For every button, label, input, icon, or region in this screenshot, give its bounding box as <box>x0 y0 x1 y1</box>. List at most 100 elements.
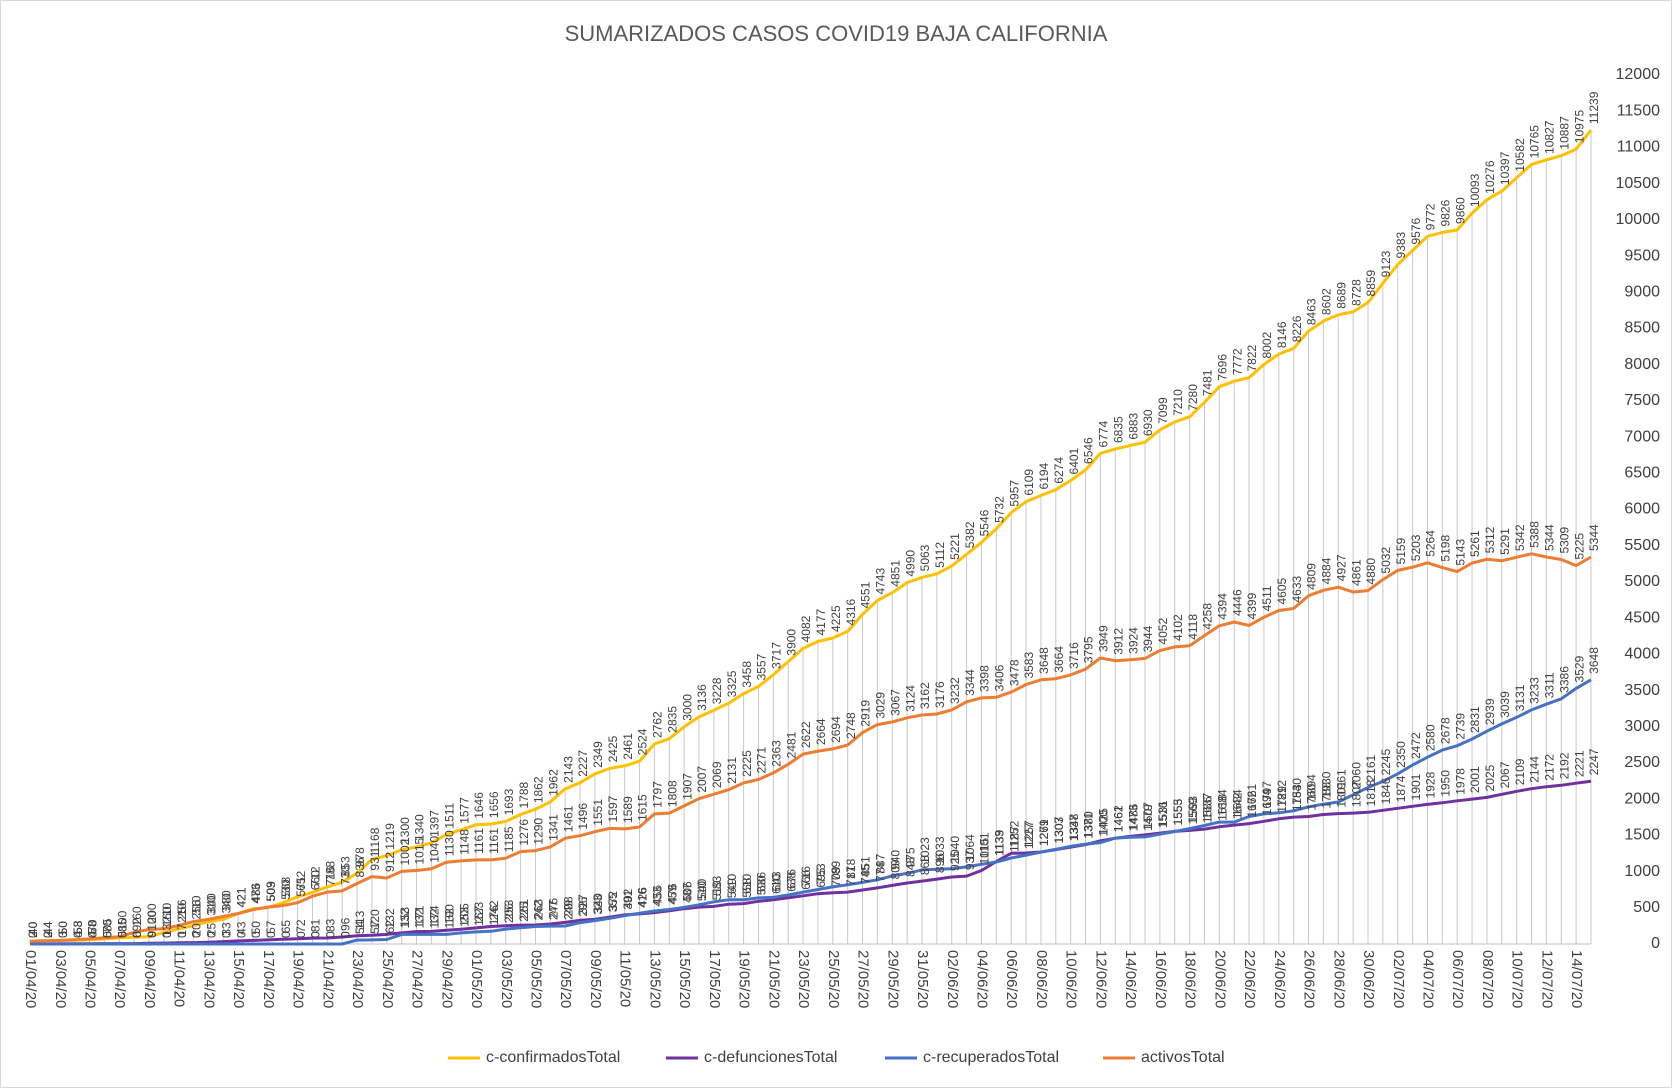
data-label: 2109 <box>1513 758 1527 785</box>
data-label: 416 <box>636 888 650 908</box>
y-tick-label: 3500 <box>1624 682 1660 699</box>
x-tick-label: 06/07/20 <box>1449 950 1466 1008</box>
x-tick-label: 19/04/20 <box>290 950 307 1008</box>
data-label: 10765 <box>1528 125 1542 159</box>
x-tick-label: 29/04/20 <box>438 950 455 1008</box>
data-label: 1139 <box>993 829 1007 855</box>
x-tick-label: 21/04/20 <box>319 950 336 1008</box>
y-tick-label: 10000 <box>1616 211 1661 228</box>
x-tick-label: 25/05/20 <box>825 950 842 1008</box>
data-label: 0 <box>130 931 144 938</box>
data-label: 7481 <box>1201 369 1215 396</box>
data-label: 5198 <box>1439 535 1453 562</box>
data-label: 132 <box>383 908 397 928</box>
data-label: 4809 <box>1305 563 1319 590</box>
data-label: 1788 <box>517 781 531 808</box>
data-label: 2831 <box>1468 706 1482 733</box>
chart-title: SUMARIZADOS CASOS COVID19 BAJA CALIFORNI… <box>565 21 1108 46</box>
x-tick-label: 08/07/20 <box>1479 950 1496 1008</box>
data-label: 5032 <box>1379 547 1393 574</box>
data-label: 113 <box>353 910 367 929</box>
data-label: 3795 <box>1082 636 1096 663</box>
data-label: 54 <box>353 920 367 934</box>
y-tick-label: 10500 <box>1616 175 1661 192</box>
data-label: 571 <box>294 876 308 896</box>
y-tick-label: 5500 <box>1624 537 1660 554</box>
data-label: 487 <box>680 882 694 902</box>
data-label: 3398 <box>978 665 992 692</box>
data-label: 2131 <box>725 757 739 784</box>
x-tick-label: 04/07/20 <box>1419 950 1436 1008</box>
x-tick-label: 18/06/20 <box>1182 950 1199 1008</box>
data-label: 1064 <box>963 834 977 861</box>
data-label: 1023 <box>918 837 932 864</box>
data-label: 1846 <box>1379 777 1393 804</box>
data-label: 843 <box>903 857 917 877</box>
data-label: 2001 <box>1468 766 1482 793</box>
x-tick-label: 10/07/20 <box>1509 950 1526 1008</box>
data-label: 1040 <box>428 836 442 863</box>
data-label: 3648 <box>1587 647 1601 674</box>
y-tick-label: 4500 <box>1624 609 1660 626</box>
data-label: 1337 <box>1067 814 1081 841</box>
data-label: 1015 <box>413 837 427 864</box>
data-label: 1656 <box>487 791 501 818</box>
data-label: 1901 <box>1409 773 1423 800</box>
data-label: 4927 <box>1334 554 1348 581</box>
data-label: 426 <box>636 887 650 907</box>
data-label: 8226 <box>1290 315 1304 342</box>
data-label: 20 <box>190 923 204 937</box>
data-label: 1637 <box>1201 792 1215 819</box>
y-tick-label: 5000 <box>1624 573 1660 590</box>
data-label: 868 <box>918 855 932 875</box>
x-tick-label: 01/05/20 <box>468 950 485 1008</box>
x-tick-label: 23/04/20 <box>349 950 366 1008</box>
data-label: 6 <box>130 931 144 938</box>
data-label: 937 <box>963 850 977 870</box>
x-tick-label: 03/04/20 <box>52 950 69 1008</box>
data-label: 8689 <box>1334 282 1348 309</box>
data-label: 0 <box>294 931 308 938</box>
data-label: 2739 <box>1453 713 1467 740</box>
data-label: 1753 <box>1290 784 1304 811</box>
data-label: 9826 <box>1439 199 1453 226</box>
data-label: 3386 <box>1557 666 1571 693</box>
data-label: 10975 <box>1572 110 1586 144</box>
data-label: 132 <box>442 908 456 928</box>
data-label: 4052 <box>1156 618 1170 645</box>
data-label: 1950 <box>1439 770 1453 797</box>
data-label: 6930 <box>1141 409 1155 436</box>
data-label: 0 <box>41 931 55 938</box>
x-tick-label: 15/04/20 <box>230 950 247 1008</box>
data-label: 3924 <box>1126 627 1140 654</box>
data-label: 206 <box>502 903 516 923</box>
data-label: 2143 <box>561 756 575 783</box>
data-label: 153 <box>398 907 412 927</box>
data-label: 6274 <box>1052 457 1066 484</box>
data-label: 58 <box>71 920 85 934</box>
data-label: 1227 <box>1022 822 1036 849</box>
data-label: 1862 <box>532 776 546 803</box>
data-label: 1761 <box>1245 783 1259 810</box>
y-tick-label: 6000 <box>1624 501 1660 518</box>
data-label: 610 <box>770 873 784 893</box>
data-label: 4082 <box>799 615 813 642</box>
data-label: 85 <box>115 918 129 932</box>
y-tick-label: 6500 <box>1624 465 1660 482</box>
data-label: 1397 <box>428 810 442 837</box>
data-label: 7696 <box>1216 354 1230 381</box>
data-label: 5264 <box>1424 530 1438 557</box>
data-label: 6109 <box>1022 469 1036 496</box>
x-tick-label: 30/06/20 <box>1360 950 1377 1008</box>
legend-label: c-recuperadosTotal <box>923 1049 1059 1066</box>
data-label: 0 <box>145 931 159 938</box>
y-tick-label: 0 <box>1651 935 1660 952</box>
data-label: 5291 <box>1498 528 1512 555</box>
data-label: 0 <box>86 931 100 938</box>
data-label: 5112 <box>933 542 947 568</box>
data-label: 809 <box>888 859 902 879</box>
data-label: 372 <box>606 891 620 911</box>
data-label: 774 <box>874 862 888 882</box>
y-tick-label: 1000 <box>1624 863 1660 880</box>
data-label: 3478 <box>1007 659 1021 686</box>
